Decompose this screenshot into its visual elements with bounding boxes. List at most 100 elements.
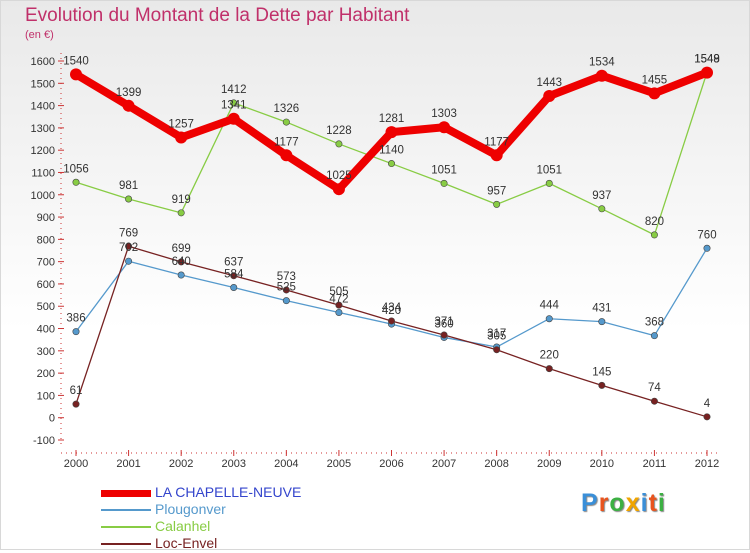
data-point-plougonver (125, 257, 133, 265)
data-point-plougonver (545, 315, 553, 323)
data-label-plougonver: 702 (119, 242, 138, 254)
data-point-plougonver (72, 328, 80, 336)
y-tick-label: 500 (37, 301, 55, 313)
data-point-la-chapelle-neuve (122, 99, 135, 112)
data-point-loc-envel (703, 413, 711, 421)
y-tick-label: 0 (49, 413, 55, 425)
x-tick-label: 2008 (484, 458, 508, 470)
data-label-plougonver: 431 (592, 303, 611, 315)
data-point-calanhel (387, 160, 395, 168)
data-point-calanhel (230, 99, 238, 107)
x-tick-label: 2012 (695, 458, 719, 470)
data-point-plougonver (335, 308, 343, 316)
data-label-la-chapelle-neuve: 1025 (326, 170, 352, 182)
x-tick-label: 2004 (274, 458, 298, 470)
y-tick-label: 800 (37, 234, 55, 246)
data-label-la-chapelle-neuve: 1257 (168, 118, 194, 130)
y-tick-label: 1100 (31, 167, 55, 179)
x-tick-label: 2000 (64, 458, 88, 470)
legend-label: Plougonver (155, 501, 226, 517)
y-tick-label: 100 (37, 390, 55, 402)
y-tick-label: -100 (33, 435, 55, 447)
data-label-la-chapelle-neuve: 1534 (589, 57, 615, 69)
data-label-la-chapelle-neuve: 1341 (221, 100, 247, 112)
data-point-calanhel (335, 140, 343, 148)
data-label-la-chapelle-neuve: 1303 (431, 108, 457, 120)
data-point-la-chapelle-neuve (648, 87, 661, 100)
data-label-loc-envel: 637 (224, 257, 243, 269)
data-label-plougonver: 386 (66, 313, 85, 325)
data-point-loc-envel (125, 242, 133, 250)
logo-letter: r (598, 489, 610, 517)
legend-label: Calanhel (155, 518, 211, 534)
data-label-calanhel: 981 (119, 180, 138, 192)
legend-swatch (101, 490, 151, 497)
data-point-calanhel (440, 179, 448, 187)
y-tick-label: 700 (37, 257, 55, 269)
data-label-loc-envel: 505 (329, 286, 348, 298)
data-point-plougonver (282, 297, 290, 305)
logo-letter: t (648, 489, 658, 517)
data-point-la-chapelle-neuve (595, 69, 608, 82)
data-label-plougonver: 360 (434, 318, 453, 330)
data-label-la-chapelle-neuve: 1177 (484, 136, 509, 148)
data-point-la-chapelle-neuve (175, 131, 188, 144)
data-point-la-chapelle-neuve (332, 183, 345, 196)
y-tick-label: 400 (37, 324, 55, 336)
x-tick-label: 2009 (537, 458, 561, 470)
data-point-la-chapelle-neuve (280, 149, 293, 162)
data-point-plougonver (703, 244, 711, 252)
data-point-la-chapelle-neuve (385, 126, 398, 139)
logo-letter: o (609, 489, 626, 517)
data-label-la-chapelle-neuve: 1399 (116, 87, 142, 99)
x-tick-label: 2003 (222, 458, 246, 470)
data-label-calanhel: 1326 (274, 103, 300, 115)
data-label-calanhel: 919 (172, 194, 191, 206)
y-tick-label: 200 (37, 368, 55, 380)
data-point-loc-envel (493, 346, 501, 354)
y-tick-label: 900 (37, 212, 55, 224)
y-tick-label: 1500 (31, 78, 55, 90)
data-point-loc-envel (387, 317, 395, 325)
data-point-calanhel (282, 118, 290, 126)
logo-letter: x (625, 489, 641, 517)
data-label-calanhel: 1051 (431, 164, 457, 176)
data-label-la-chapelle-neuve: 1540 (63, 55, 89, 67)
chart-title: Evolution du Montant de la Dette par Hab… (25, 5, 410, 26)
data-label-la-chapelle-neuve: 1281 (379, 113, 405, 125)
legend-label: LA CHAPELLE-NEUVE (155, 484, 302, 500)
data-point-plougonver (598, 318, 606, 326)
x-tick-label: 2002 (169, 458, 193, 470)
data-label-la-chapelle-neuve: 1443 (536, 77, 562, 89)
data-label-plougonver: 444 (540, 300, 560, 312)
y-tick-label: 1000 (31, 190, 55, 202)
data-point-calanhel (125, 195, 133, 203)
data-label-plougonver: 584 (224, 269, 244, 281)
logo-letter: i (657, 489, 666, 517)
data-label-loc-envel: 769 (119, 227, 138, 239)
data-point-loc-envel (598, 381, 606, 389)
data-label-plougonver: 472 (329, 293, 348, 305)
legend-swatch (101, 526, 151, 528)
data-label-calanhel: 937 (592, 190, 611, 202)
data-label-loc-envel: 74 (648, 382, 661, 394)
data-point-loc-envel (545, 365, 553, 373)
data-point-plougonver (230, 284, 238, 292)
logo-letter: P (581, 489, 599, 517)
data-label-loc-envel: 699 (172, 243, 191, 255)
y-tick-label: 600 (37, 279, 55, 291)
data-label-plougonver: 317 (487, 328, 506, 340)
x-tick-label: 2007 (432, 458, 456, 470)
data-point-loc-envel (177, 258, 185, 266)
data-point-calanhel (72, 178, 80, 186)
y-tick-label: 1300 (31, 123, 55, 135)
data-label-loc-envel: 371 (434, 316, 453, 328)
data-label-calanhel: 1051 (536, 164, 562, 176)
data-label-loc-envel: 573 (277, 271, 296, 283)
data-point-plougonver (650, 332, 658, 340)
x-tick-label: 2006 (379, 458, 403, 470)
data-point-la-chapelle-neuve (227, 112, 240, 125)
data-point-calanhel (598, 205, 606, 213)
data-point-la-chapelle-neuve (543, 90, 556, 103)
